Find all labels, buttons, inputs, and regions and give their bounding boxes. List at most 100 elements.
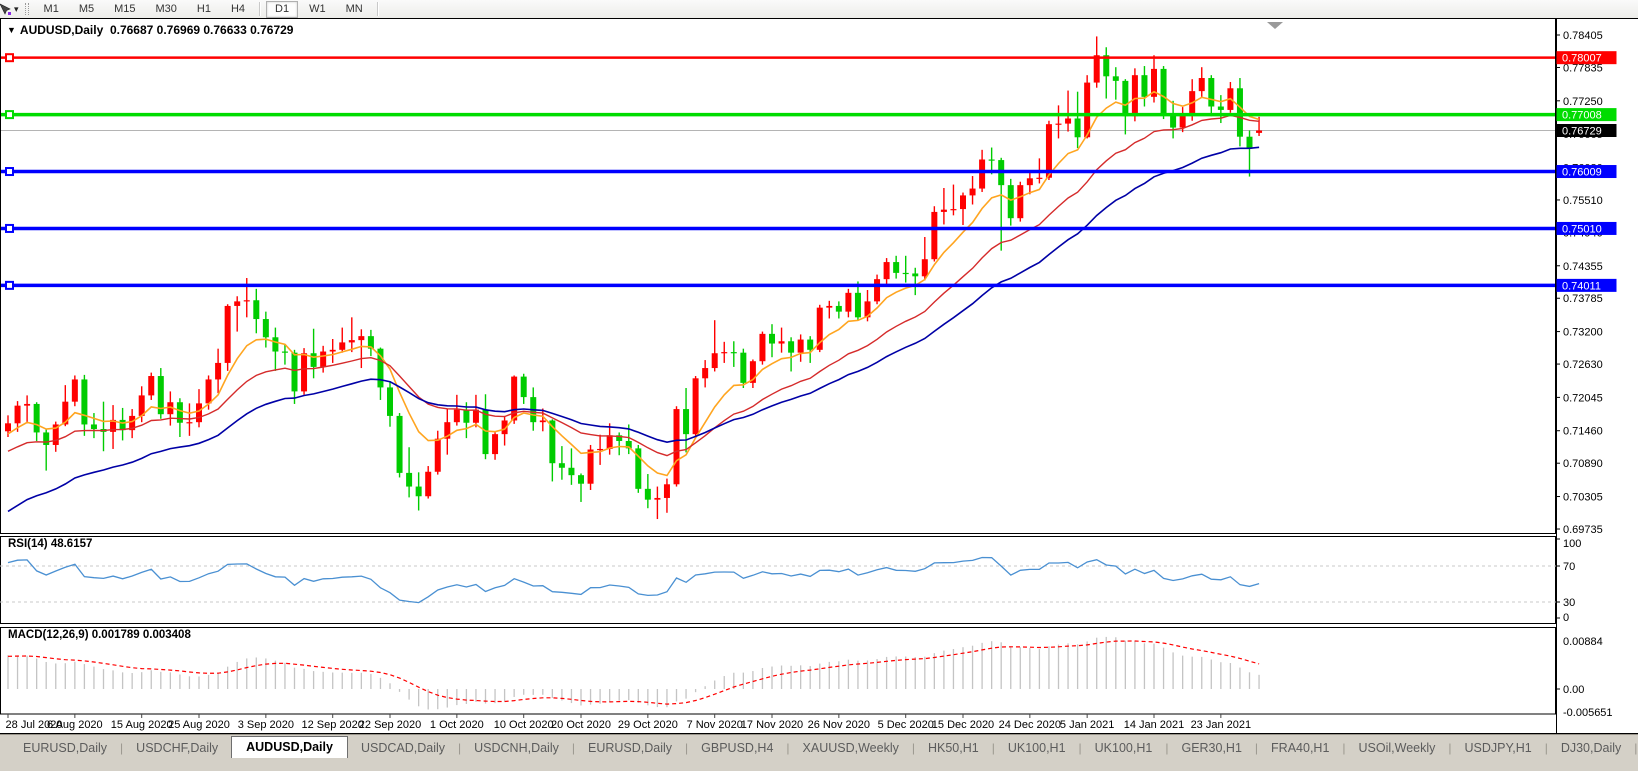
date-axis-label: 25 Aug 2020 (168, 719, 230, 731)
price-axis-tick: 0.77250 (1563, 96, 1603, 108)
price-axis-tick: 0.72630 (1563, 359, 1603, 371)
timeframe-button-W1[interactable]: W1 (309, 2, 326, 15)
chart-tab-eurusd-daily[interactable]: EURUSD,Daily (587, 741, 673, 755)
date-axis-label: 6 Aug 2020 (47, 719, 103, 731)
price-badge: 0.74011 (1562, 280, 1601, 292)
chart-tab-fra40-h1[interactable]: FRA40,H1 (1271, 741, 1330, 755)
price-axis-tick: 0.73200 (1563, 327, 1603, 339)
price-axis-tick: 0.77835 (1563, 62, 1603, 74)
toolbar-separator (259, 2, 262, 16)
timeframe-toolbar: M1 M5 M15 M30 H1 H4 D1 W1 MN (34, 0, 383, 18)
rsi-axis-tick: 30 (1563, 597, 1575, 609)
chart-tab-xauusd-weekly[interactable]: XAUUSD,Weekly (802, 741, 899, 755)
tab-divider: | (571, 741, 575, 755)
date-axis-label: 14 Jan 2021 (1124, 719, 1185, 731)
date-axis-label: 15 Dec 2020 (932, 719, 994, 731)
price-axis-tick: 0.70305 (1563, 492, 1603, 504)
tab-divider: | (685, 741, 689, 755)
price-axis-tick: 0.74355 (1563, 261, 1603, 273)
rsi-axis-tick: 100 (1563, 538, 1581, 550)
tab-divider: | (120, 741, 124, 755)
timeframe-button-H1[interactable]: H1 (196, 2, 211, 15)
chart-title: ▼ AUDUSD,Daily 0.76687 0.76969 0.76633 0.… (7, 23, 293, 37)
chart-canvas[interactable]: 0.784050.778350.772500.766650.760800.755… (0, 18, 1638, 734)
date-axis-label: 23 Jan 2021 (1191, 719, 1252, 731)
chart-tab-usdcnh-daily[interactable]: USDCNH,Daily (474, 741, 559, 755)
dropdown-caret-icon[interactable]: ▾ (14, 3, 19, 14)
tab-divider: | (1544, 741, 1548, 755)
macd-indicator-label: MACD(12,26,9) 0.001789 0.003408 (8, 629, 191, 641)
date-axis-label: 15 Aug 2020 (111, 719, 173, 731)
tab-divider: | (1165, 741, 1169, 755)
date-axis-label: 28 Jul 2020 (6, 719, 63, 731)
date-axis-label: 10 Oct 2020 (494, 719, 554, 731)
macd-axis-max: 0.00884 (1563, 636, 1603, 648)
toolbar-grip[interactable] (24, 3, 29, 15)
date-axis-label: 29 Oct 2020 (618, 719, 678, 731)
hline-0.76009[interactable] (0, 167, 1556, 177)
chart-tab-usdjpy-h1[interactable]: USDJPY,H1 (1464, 741, 1532, 755)
tab-divider: | (786, 741, 790, 755)
date-axis-label: 20 Oct 2020 (551, 719, 611, 731)
date-axis-label: 22 Sep 2020 (359, 719, 421, 731)
ma-mid-line (7, 114, 1260, 457)
price-axis-tick: 0.71460 (1563, 426, 1603, 438)
chart-tab-usoil-weekly[interactable]: USOil,Weekly (1358, 741, 1436, 755)
chart-tab-strip: EURUSD,Daily | USDCHF,Daily AUDUSD,Daily USD… (0, 734, 1638, 771)
chart-tab-uk100-h1[interactable]: UK100,H1 (1007, 741, 1066, 755)
chart-tab-hk50-h1[interactable]: HK50,H1 (927, 741, 979, 755)
price-axis-tick: 0.73785 (1563, 293, 1603, 305)
chart-tab-ger30-h1[interactable]: GER30,H1 (1181, 741, 1242, 755)
chart-tab-audusd-daily[interactable]: AUDUSD,Daily (231, 736, 348, 758)
chart-ohlc-values: 0.76687 0.76969 0.76633 0.76729 (109, 23, 294, 37)
timeframe-button-MN[interactable]: MN (345, 2, 363, 15)
chart-tab-usdcad-daily[interactable]: USDCAD,Daily (360, 741, 445, 755)
cursor-tool-icon[interactable] (0, 2, 13, 16)
date-axis-label: 26 Nov 2020 (808, 719, 870, 731)
rsi-axis-tick: 70 (1563, 561, 1575, 573)
chart-context-arrow-icon[interactable]: ▼ (7, 25, 16, 35)
chart-tab-dj30-daily[interactable]: DJ30,Daily (1560, 741, 1622, 755)
price-badge: 0.75010 (1562, 223, 1602, 235)
price-axis-tick: 0.69735 (1563, 524, 1603, 536)
main-chart-layer (0, 36, 1556, 520)
timeframe-button-M30[interactable]: M30 (155, 2, 177, 15)
date-axis-label: 12 Sep 2020 (302, 719, 364, 731)
timeframe-button-M5[interactable]: M5 (78, 2, 95, 15)
toolbar: ▾ M1 M5 M15 M30 H1 H4 D1 W1 MN (0, 0, 1638, 19)
tab-divider: | (1254, 741, 1259, 755)
macd-axis-min: -0.005651 (1563, 707, 1613, 719)
macd-signal-line (7, 640, 1260, 705)
tab-divider: | (1342, 741, 1346, 755)
date-axis-label: 5 Dec 2020 (878, 719, 934, 731)
hline-0.77008[interactable] (0, 110, 1556, 120)
price-axis-tick: 0.70890 (1563, 458, 1603, 470)
chart-tab-usdchf-daily[interactable]: USDCHF,Daily (136, 741, 219, 755)
chart-shift-marker-icon (1267, 22, 1283, 29)
rsi-indicator-label: RSI(14) 48.6157 (8, 538, 93, 550)
rsi-line (7, 556, 1260, 604)
macd-layer (7, 636, 1260, 710)
chart-tab-eurusd-daily[interactable]: EURUSD,Daily (23, 741, 108, 755)
hline-0.74011[interactable] (0, 280, 1556, 290)
date-axis-label: 7 Nov 2020 (687, 719, 743, 731)
timeframe-button-M15[interactable]: M15 (114, 2, 136, 15)
timeframe-button-H4[interactable]: H4 (230, 2, 246, 15)
tab-divider: | (458, 741, 462, 755)
chart-tab-uk100-h1[interactable]: UK100,H1 (1094, 741, 1153, 755)
date-axis-label: 24 Dec 2020 (999, 719, 1061, 731)
rsi-axis-tick: 0 (1563, 612, 1569, 624)
timeframe-button-D1[interactable]: D1 (266, 0, 299, 18)
hline-0.75010[interactable] (0, 223, 1556, 233)
toolbar-separator (376, 2, 379, 16)
chart-tab-gbpusd-h4[interactable]: GBPUSD,H4 (701, 741, 774, 755)
date-axis-label: 17 Nov 2020 (741, 719, 803, 731)
price-badge: 0.76729 (1562, 125, 1602, 137)
timeframe-button-M1[interactable]: M1 (43, 2, 59, 15)
tab-divider: | (1634, 741, 1638, 755)
date-axis-label: 3 Sep 2020 (238, 719, 294, 731)
ma-slow-line (7, 146, 1260, 513)
hline-0.78007[interactable] (0, 53, 1556, 63)
price-badge: 0.76009 (1562, 167, 1602, 179)
